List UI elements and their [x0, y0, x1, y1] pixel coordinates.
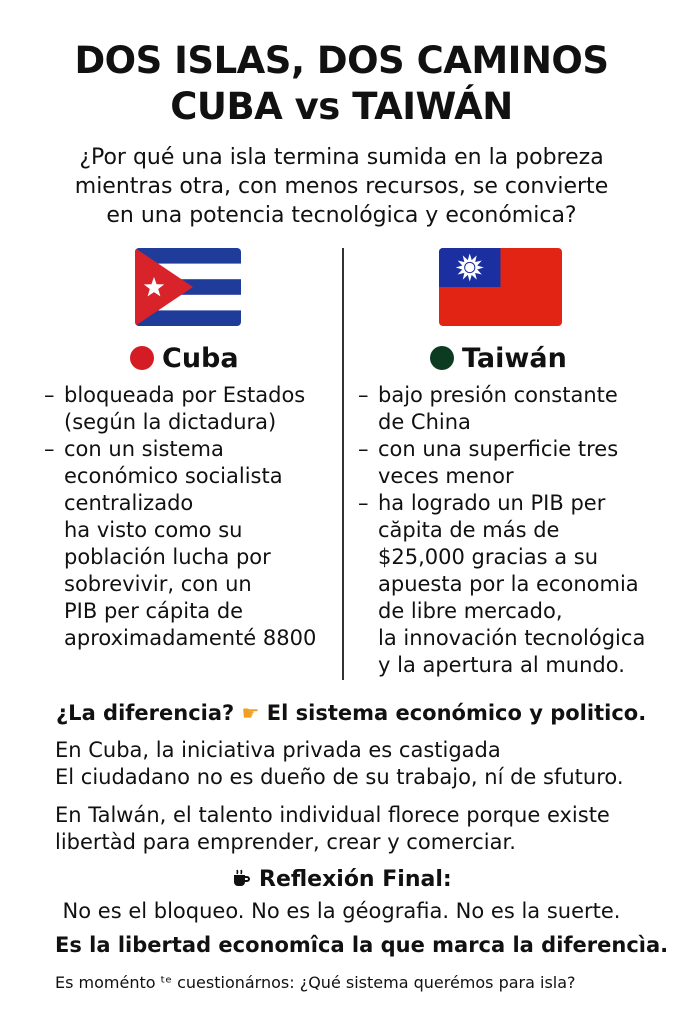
cuba-paragraph: En Cuba, la iniciativa privada es castig…: [55, 737, 624, 791]
subtitle-line-2: mientras otra, con menos recursos, se co…: [74, 174, 609, 199]
sun-ray: [462, 255, 469, 263]
bullet-line: $25,000 gracias a su: [378, 545, 599, 569]
bullet-line: con un sistema: [64, 437, 224, 461]
difference-question: ¿La diferencia? ☛ El sistema económico y…: [56, 701, 646, 725]
question-text: ¿La diferencia?: [56, 701, 235, 725]
bullet-line: con una superficie tres: [378, 437, 619, 461]
sun-ray: [474, 268, 482, 275]
title-line-2: CUBA vs TAIWÁN: [170, 85, 513, 128]
sun-ray: [471, 272, 477, 280]
list-item: bloqueada por Estados (según la dictadur…: [44, 382, 336, 436]
paragraph-line: El ciudadano no es dueño de su trabajo, …: [55, 765, 624, 789]
subtitle-line-1: ¿Por qué una isla termina sumida en la p…: [79, 145, 604, 170]
sun-ray: [457, 260, 466, 267]
page-title: DOS ISLAS, DOS CAMINOS CUBA vs TAIWÁN: [0, 38, 683, 130]
bullet-line: (según la dictadura): [64, 410, 277, 434]
bullet-line: población lucha por: [64, 545, 271, 569]
green-dot-icon: [430, 346, 454, 370]
question-answer: El sistema económico y politico.: [266, 701, 647, 725]
coffee-icon: [231, 867, 259, 892]
cuba-heading: Cuba: [130, 336, 239, 380]
taiwan-bullet-list: bajo presión constante de China con una …: [358, 382, 668, 679]
red-dot-icon: [130, 346, 154, 370]
cuba-bullet-list: bloqueada por Estados (según la dictadur…: [44, 382, 336, 652]
column-divider: [342, 248, 344, 680]
taiwan-name: Taiwán: [462, 342, 567, 374]
bullet-line: bajo presión constante: [378, 383, 618, 407]
bullet-line: veces menor: [378, 464, 514, 488]
conclusion: Es la libertad economîca la que marca la…: [55, 933, 669, 957]
sun-ray: [467, 253, 472, 261]
list-item: bajo presión constante de China: [358, 382, 668, 436]
bullet-line: ha logrado un PIB per: [378, 491, 606, 515]
bullet-line: bloqueada por Estados: [64, 383, 306, 407]
bullet-line: centralizado: [64, 491, 194, 515]
bullet-line: y la apertura al mundo.: [378, 653, 625, 677]
taiwan-flag: [439, 248, 562, 326]
paragraph-line: libertàd para emprender, crear y comerci…: [55, 830, 516, 854]
reflection-line: No es el bloqueo. No es la géografia. No…: [62, 899, 621, 923]
bullet-line: aproximadamenté 8800: [64, 626, 317, 650]
reflection-heading: Reflexión Final:: [0, 867, 683, 892]
list-item: con un sistema económico socialista cent…: [44, 436, 336, 652]
subtitle: ¿Por qué una isla termina sumida en la p…: [20, 143, 663, 230]
sun-ray: [467, 274, 472, 282]
bullet-line: de China: [378, 410, 471, 434]
bullet-line: PIB per cápita de: [64, 599, 244, 623]
pointing-hand-icon: ☛: [241, 701, 260, 725]
bullet-line: căpita de más de: [378, 518, 560, 542]
list-item: con una superficie tres veces menor: [358, 436, 668, 490]
sun-ray: [462, 272, 469, 280]
subtitle-line-3: en una potencia tecnológica y económica?: [106, 203, 577, 228]
paragraph-line: En Talwán, el talento individual florece…: [55, 803, 610, 827]
bullet-line: económico socialista: [64, 464, 283, 488]
sun-ray: [457, 268, 466, 275]
bullet-line: apuesta por la economia: [378, 572, 639, 596]
bullet-line: de libre mercado,: [378, 599, 563, 623]
cuba-name: Cuba: [162, 342, 239, 374]
sun-ray: [476, 265, 484, 270]
closing-question: Es moménto ᵗᵉ cuestionárnos: ¿Qué sistem…: [55, 973, 576, 992]
bullet-line: la innovación tecnológica: [378, 626, 646, 650]
sun-ray: [471, 255, 477, 263]
taiwan-heading: Taiwán: [430, 336, 567, 380]
bullet-line: sobrevivir, con un: [64, 572, 252, 596]
sun-ray: [474, 260, 482, 267]
reflection-title: Reflexión Final:: [259, 867, 452, 892]
list-item: ha logrado un PIB per căpita de más de $…: [358, 490, 668, 679]
paragraph-line: En Cuba, la iniciativa privada es castig…: [55, 738, 501, 762]
title-line-1: DOS ISLAS, DOS CAMINOS: [74, 39, 609, 82]
cuba-flag: [135, 248, 241, 326]
sun-ray: [455, 265, 464, 270]
taiwan-paragraph: En Talwán, el talento individual florece…: [55, 802, 610, 856]
bullet-line: ha visto como su: [64, 518, 243, 542]
